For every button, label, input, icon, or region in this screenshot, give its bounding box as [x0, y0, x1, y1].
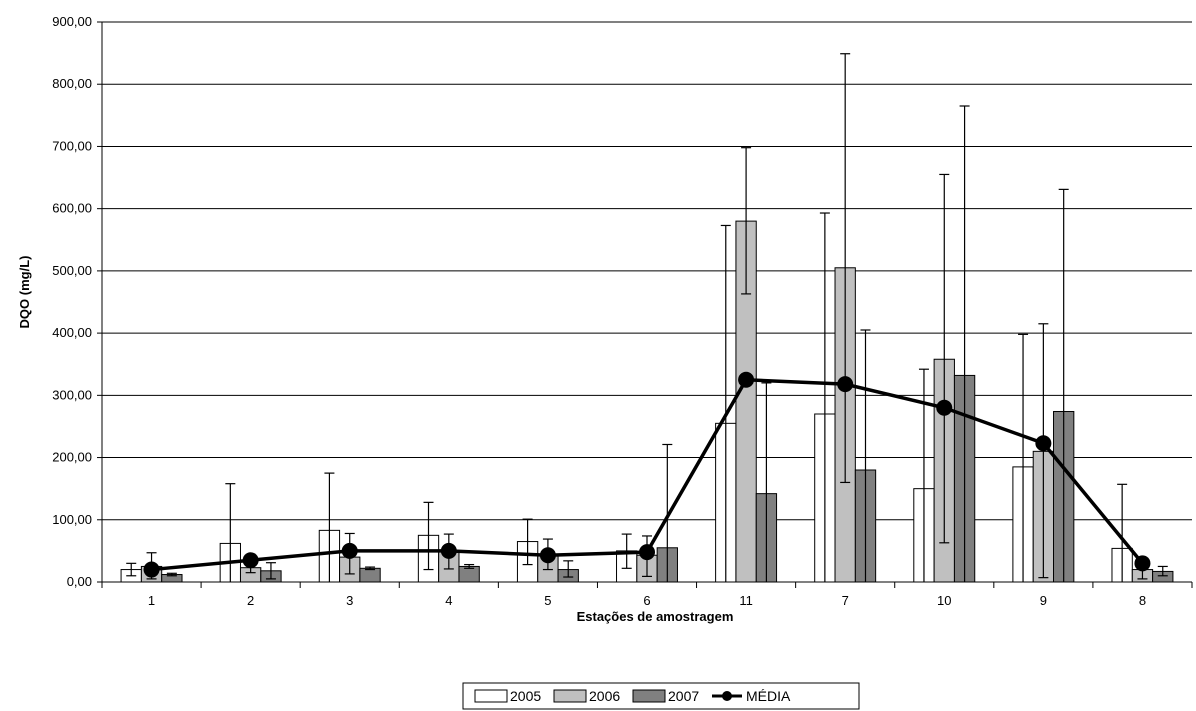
x-tick-label: 2	[247, 593, 254, 608]
legend-label-media: MÉDIA	[746, 688, 791, 704]
mean-point-11	[738, 371, 755, 388]
y-tick-label: 600,00	[52, 201, 92, 216]
legend-label-2007: 2007	[668, 688, 699, 704]
mean-point-2	[242, 552, 259, 569]
legend-label-2005: 2005	[510, 688, 541, 704]
bars	[120, 220, 1174, 583]
bar-2007-3	[359, 567, 381, 583]
y-tick-label: 400,00	[52, 325, 92, 340]
x-tick-label: 1	[148, 593, 155, 608]
mean-point-7	[837, 376, 854, 393]
mean-point-9	[1035, 435, 1052, 452]
grid-lines	[102, 21, 1192, 521]
tick-labels: 0,00 100,00 200,00 300,00 400,00 500,00 600,00…	[52, 14, 1146, 608]
x-tick-label: 8	[1139, 593, 1146, 608]
mean-point-8	[1134, 555, 1151, 572]
legend-swatch-2007	[632, 689, 666, 703]
y-tick-label: 700,00	[52, 138, 92, 153]
x-tick-label: 9	[1040, 593, 1047, 608]
x-tick-label: 4	[445, 593, 452, 608]
x-tick-label: 5	[544, 593, 551, 608]
axes	[97, 21, 1193, 588]
mean-point-5	[539, 547, 556, 564]
x-tick-label: 3	[346, 593, 353, 608]
x-tick-label: 10	[937, 593, 951, 608]
mean-point-6	[639, 544, 655, 561]
mean-point-10	[936, 399, 953, 416]
legend-swatch-2006	[553, 689, 587, 703]
mean-line	[143, 371, 1151, 578]
legend-swatch-marker	[722, 691, 732, 701]
x-tick-label: 6	[643, 593, 650, 608]
legend-label-2006: 2006	[589, 688, 620, 704]
y-tick-label: 900,00	[52, 14, 92, 29]
x-tick-label: 7	[842, 593, 849, 608]
mean-point-4	[440, 542, 457, 559]
x-axis-title: Estações de amostragem	[577, 609, 734, 624]
mean-point-3	[341, 542, 358, 559]
y-tick-label: 0,00	[67, 574, 92, 589]
y-tick-label: 200,00	[52, 450, 92, 465]
y-tick-label: 100,00	[52, 512, 92, 527]
y-tick-label: 500,00	[52, 263, 92, 278]
x-tick-label: 11	[739, 593, 753, 608]
y-tick-label: 300,00	[52, 387, 92, 402]
legend-swatch-2005	[474, 689, 508, 703]
mean-point-1	[143, 561, 160, 578]
error-bars	[126, 53, 1168, 582]
legend: 2005 2006 2007 MÉDIA	[462, 682, 860, 710]
y-axis-title: DQO (mg/L)	[17, 256, 32, 329]
y-tick-label: 800,00	[52, 76, 92, 91]
